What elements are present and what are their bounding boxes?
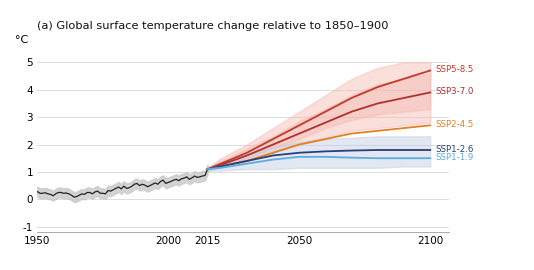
- Text: (a) Global surface temperature change relative to 1850–1900: (a) Global surface temperature change re…: [37, 21, 389, 31]
- Text: SSP5-8.5: SSP5-8.5: [435, 65, 474, 75]
- Text: SSP1-2.6: SSP1-2.6: [435, 145, 474, 154]
- Text: °C: °C: [15, 35, 28, 45]
- Text: SSP1-1.9: SSP1-1.9: [435, 153, 474, 162]
- Text: SSP3-7.0: SSP3-7.0: [435, 87, 474, 96]
- Text: SSP2-4.5: SSP2-4.5: [435, 120, 474, 129]
